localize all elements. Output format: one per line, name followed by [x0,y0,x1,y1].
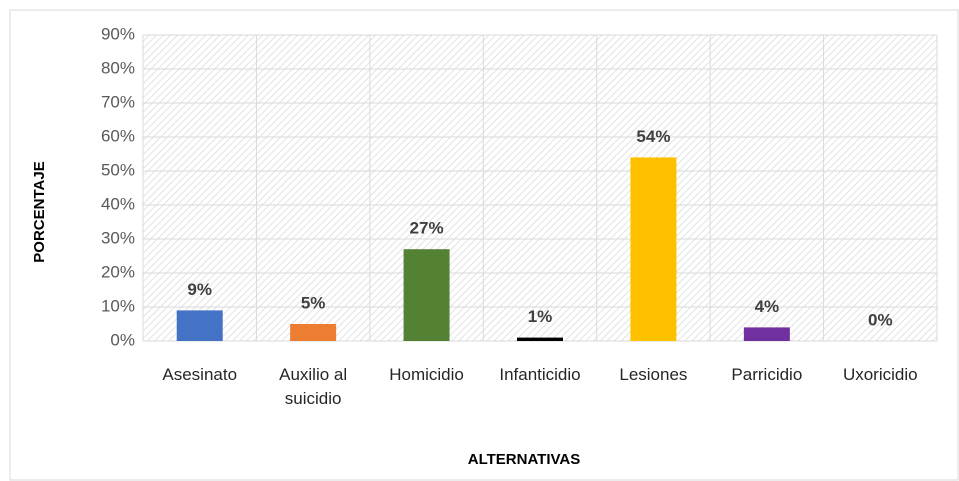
y-tick-label: 20% [101,262,135,281]
x-tick-label: Homicidio [389,365,464,384]
y-tick-label: 60% [101,126,135,145]
bar [743,327,790,341]
bar [176,310,223,341]
y-tick-label: 90% [101,24,135,43]
bar [630,157,677,341]
y-tick-label: 10% [101,296,135,315]
x-tick-label: Lesiones [619,365,688,384]
y-tick-label: 50% [101,160,135,179]
data-label: 27% [410,219,444,238]
bar [517,337,563,341]
data-label: 54% [636,127,670,146]
data-label: 1% [528,307,553,326]
y-axis-title: PORCENTAJE [31,161,48,262]
data-label: 9% [187,280,212,299]
x-axis-title: ALTERNATIVAS [468,451,581,468]
y-tick-label: 80% [101,58,135,77]
x-tick-label: Auxilio al suicidio [279,365,348,408]
plot-area [143,35,937,341]
x-tick-label: Asesinato [162,365,238,384]
bar [290,324,337,341]
data-label: 0% [868,310,893,329]
y-tick-label: 40% [101,194,135,213]
y-tick-label: 70% [101,92,135,111]
data-label: 4% [755,297,780,316]
x-tick-label: Uxoricidio [842,365,918,384]
x-tick-label: Parricidio [731,365,803,384]
bar [403,249,450,341]
x-tick-label: Infanticidio [499,365,581,384]
y-tick-label: 0% [110,330,135,349]
y-tick-label: 30% [101,228,135,247]
data-label: 5% [301,293,326,312]
